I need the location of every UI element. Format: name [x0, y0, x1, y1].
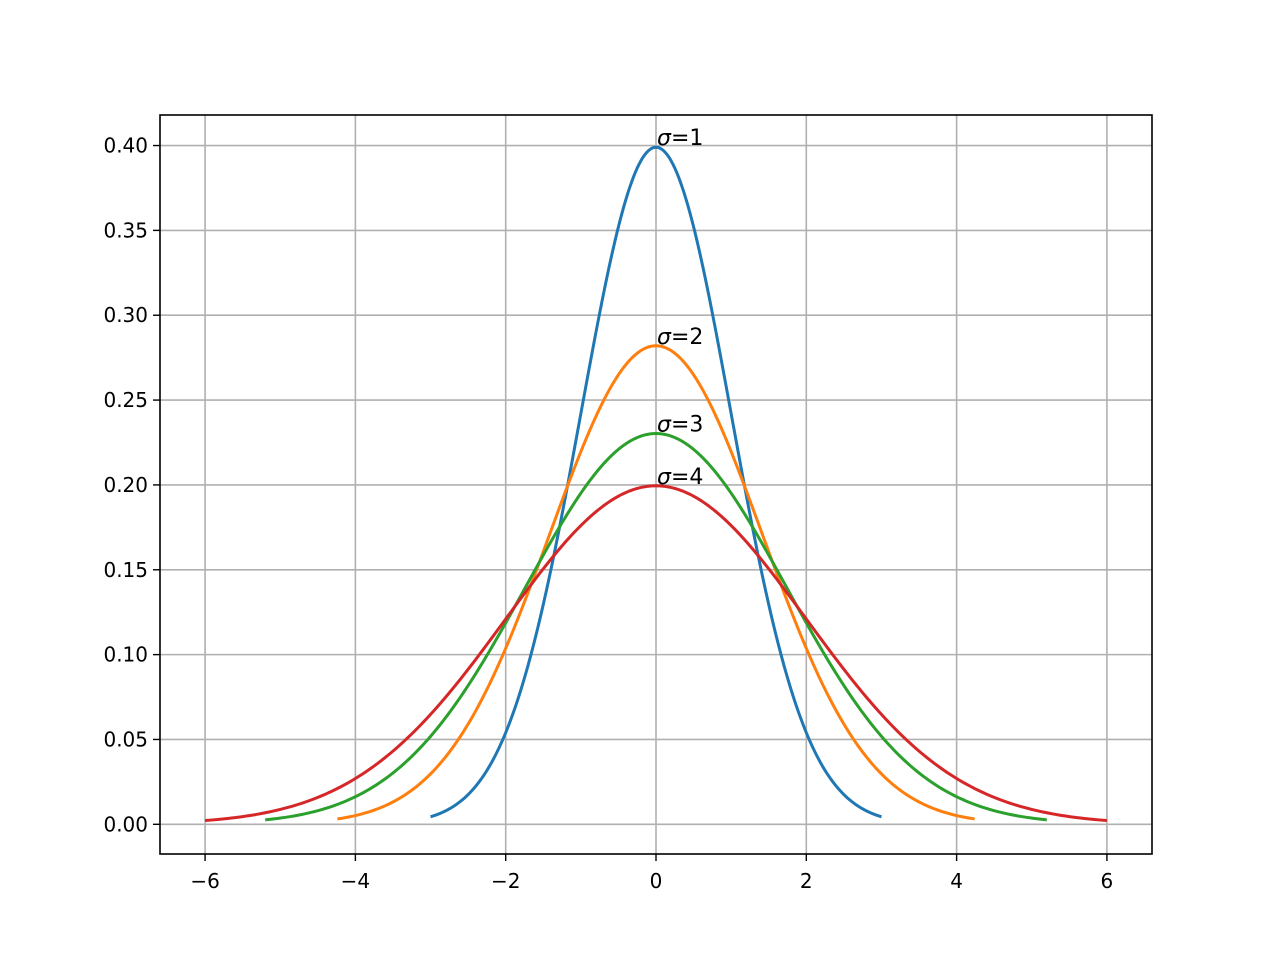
series-annotation-4: σ=4: [657, 465, 703, 490]
annotation-layer: σ=1 σ=2 σ=3 σ=4: [657, 126, 703, 490]
series-annotation-2: σ=2: [657, 325, 703, 350]
series-line-4: [204, 484, 1108, 823]
x-tick-label: 2: [800, 869, 813, 893]
plot-frame: [159, 114, 1153, 855]
series-annotation-3: σ=3: [657, 413, 703, 438]
y-tick-label: 0.20: [103, 473, 148, 497]
x-tick-label: −6: [190, 869, 219, 893]
series-line-2: [337, 344, 975, 821]
grid-layer: [160, 115, 1152, 854]
series-line-3: [265, 432, 1047, 822]
y-tick-label: 0.30: [103, 303, 148, 327]
x-tick-label: 0: [650, 869, 663, 893]
series-annotation-1: σ=1: [657, 126, 703, 151]
y-tick-label: 0.25: [103, 388, 148, 412]
x-tick-label: −2: [491, 869, 520, 893]
x-tick-label: −4: [341, 869, 370, 893]
y-tick-label: 0.35: [103, 218, 148, 242]
x-tick-label: 6: [1101, 869, 1114, 893]
y-tick-label: 0.00: [103, 812, 148, 836]
x-tick-label: 4: [950, 869, 963, 893]
y-tick-label: 0.05: [103, 727, 148, 751]
y-tick-label: 0.10: [103, 643, 148, 667]
y-tick-label: 0.40: [103, 134, 148, 158]
y-tick-label: 0.15: [103, 558, 148, 582]
series-line-1: [430, 145, 882, 819]
series-layer: [204, 145, 1108, 823]
tick-layer: −6 −4 −2 0 2 4 6 0.00 0.05 0.10 0.15 0.20 0.25 0.30 0.…: [103, 134, 1113, 893]
